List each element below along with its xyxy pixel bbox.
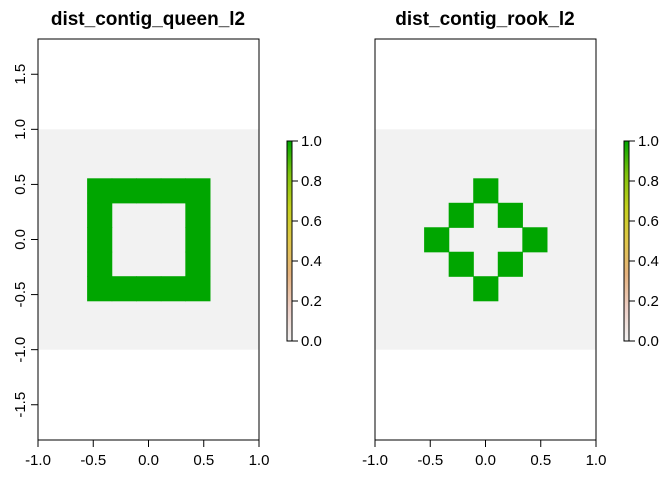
raster-cell <box>185 227 211 253</box>
raster-cell <box>185 276 211 302</box>
x-tick-label: 1.0 <box>249 452 270 469</box>
raster-cell <box>160 276 186 302</box>
raster-cell <box>185 251 211 277</box>
raster-cell <box>111 178 137 204</box>
y-tick-label: 0.5 <box>12 174 29 195</box>
colorbar-tick-label: 0.2 <box>301 293 322 310</box>
raster-cell <box>87 202 113 228</box>
raster-cell <box>185 202 211 228</box>
colorbar <box>624 141 629 341</box>
raster-cell <box>522 227 548 253</box>
raster-cell <box>497 251 523 277</box>
colorbar-tick-label: 0.0 <box>638 333 659 350</box>
raster-cell <box>473 178 499 204</box>
raster-background <box>38 129 259 350</box>
raster-cell <box>111 276 137 302</box>
raster-cell <box>497 202 523 228</box>
x-tick-label: -1.0 <box>362 452 388 469</box>
raster-cell <box>448 251 474 277</box>
colorbar-tick-label: 0.6 <box>638 213 659 230</box>
colorbar-tick-label: 1.0 <box>301 133 322 150</box>
x-tick-label: -0.5 <box>80 452 106 469</box>
colorbar-tick-label: 0.0 <box>301 333 322 350</box>
y-tick-label: -0.5 <box>12 282 29 308</box>
raster-cell <box>136 178 162 204</box>
x-tick-label: 1.0 <box>586 452 607 469</box>
raster-cell <box>424 227 450 253</box>
colorbar-tick-label: 0.4 <box>301 253 322 270</box>
x-tick-label: 0.5 <box>530 452 551 469</box>
colorbar-tick-label: 0.8 <box>301 173 322 190</box>
x-tick-label: 0.0 <box>475 452 496 469</box>
x-tick-label: -0.5 <box>417 452 443 469</box>
raster-cell <box>87 276 113 302</box>
colorbar-frame <box>623 140 630 342</box>
colorbar-tick-label: 0.8 <box>638 173 659 190</box>
raster-cell <box>473 276 499 302</box>
colorbar-frame <box>286 140 293 342</box>
raster-cell <box>136 276 162 302</box>
raster-cell <box>87 178 113 204</box>
chart-title: dist_contig_queen_l2 <box>51 9 245 30</box>
y-tick-label: -1.5 <box>12 392 29 418</box>
raster-cell <box>160 178 186 204</box>
colorbar-tick-label: 0.2 <box>638 293 659 310</box>
colorbar-tick-label: 0.4 <box>638 253 659 270</box>
raster-background <box>375 129 596 350</box>
y-tick-label: -1.0 <box>12 337 29 363</box>
raster-cell <box>448 202 474 228</box>
panel-rook: dist_contig_rook_l2 -1.0 -0.5 0.0 0.5 1.0 0.0 0… <box>362 9 659 469</box>
y-tick-label: 0.0 <box>12 229 29 250</box>
raster-cell <box>87 227 113 253</box>
colorbar <box>287 141 292 341</box>
colorbar-tick-label: 0.6 <box>301 213 322 230</box>
raster-cell <box>185 178 211 204</box>
raster-cell <box>87 251 113 277</box>
y-tick-label: 1.5 <box>12 64 29 85</box>
x-tick-label: -1.0 <box>25 452 51 469</box>
x-tick-label: 0.5 <box>193 452 214 469</box>
panel-queen: dist_contig_queen_l2 -1.0 -0.5 0.0 0.5 1.0 -1.… <box>12 9 322 469</box>
chart-title: dist_contig_rook_l2 <box>395 9 575 30</box>
y-tick-label: 1.0 <box>12 119 29 140</box>
colorbar-tick-label: 1.0 <box>638 133 659 150</box>
x-tick-label: 0.0 <box>138 452 159 469</box>
